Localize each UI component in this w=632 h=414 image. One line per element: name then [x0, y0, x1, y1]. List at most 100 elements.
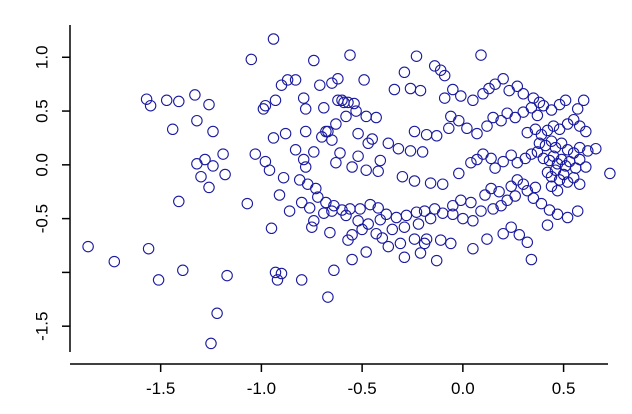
data-point [505, 221, 517, 233]
data-point [521, 236, 534, 249]
y-tick-label: 0.0 [33, 153, 52, 177]
data-point [428, 60, 441, 72]
data-point [108, 255, 121, 268]
data-point [453, 114, 465, 127]
data-point [471, 127, 483, 140]
data-point [487, 203, 499, 215]
data-point [471, 153, 483, 166]
data-point [338, 96, 350, 109]
data-point [481, 120, 493, 132]
data-point [324, 226, 336, 239]
data-point [221, 269, 233, 282]
data-point [342, 234, 354, 246]
data-point [189, 89, 201, 101]
data-point [493, 185, 505, 198]
data-point [277, 171, 290, 184]
data-point [207, 160, 219, 172]
data-point [265, 222, 278, 235]
data-point [299, 125, 312, 138]
x-tick-label: -1.5 [146, 379, 175, 398]
data-point [273, 189, 286, 201]
data-point [573, 178, 586, 190]
data-point [318, 207, 330, 219]
data-point [521, 184, 534, 197]
data-point [308, 54, 320, 67]
data-point [517, 106, 530, 118]
data-point [424, 212, 437, 225]
data-point [430, 254, 443, 267]
data-point [398, 221, 411, 233]
data-point [485, 182, 497, 195]
data-point [531, 146, 544, 158]
data-point [310, 182, 322, 195]
data-point [541, 219, 554, 231]
data-point [455, 194, 467, 207]
data-point [177, 264, 189, 277]
data-point [382, 240, 395, 253]
data-point [467, 215, 479, 227]
data-point [571, 205, 584, 217]
data-point [533, 96, 546, 109]
data-point [545, 170, 558, 183]
data-point [519, 152, 532, 165]
data-point [489, 162, 501, 174]
data-point [267, 132, 280, 144]
data-point [275, 79, 288, 91]
data-point [487, 111, 499, 124]
data-point [567, 113, 580, 126]
data-point [370, 227, 382, 240]
data-point [465, 196, 477, 209]
data-point [436, 207, 449, 219]
data-point [445, 237, 457, 250]
data-point [590, 142, 602, 155]
data-point [356, 223, 368, 236]
data-point [501, 107, 513, 119]
data-point [376, 232, 389, 244]
data-point [217, 148, 229, 160]
data-point [467, 94, 479, 107]
data-point [408, 175, 421, 187]
data-point [571, 103, 584, 115]
data-point [537, 152, 550, 165]
data-point [388, 83, 401, 96]
data-point [457, 212, 469, 225]
data-point [249, 148, 262, 160]
data-point [505, 149, 517, 161]
data-point [555, 137, 568, 150]
data-point [418, 205, 431, 217]
data-point [374, 154, 387, 167]
data-point [461, 122, 473, 135]
y-tick-label: 0.5 [33, 99, 52, 123]
data-point [543, 154, 556, 167]
data-point [477, 88, 489, 100]
data-point [414, 247, 427, 259]
data-point [545, 180, 558, 193]
data-point [580, 125, 592, 138]
data-point [322, 125, 334, 138]
data-point [346, 253, 358, 266]
data-point [467, 242, 479, 255]
data-point [525, 253, 538, 266]
data-point [535, 197, 548, 210]
data-point [318, 102, 330, 114]
data-point [475, 49, 487, 61]
data-point [531, 109, 544, 122]
data-point [142, 242, 155, 255]
data-point [424, 177, 437, 189]
data-point [308, 146, 320, 158]
data-point [152, 274, 165, 286]
data-point [360, 246, 372, 258]
data-point [533, 137, 546, 150]
data-point [173, 195, 185, 208]
data-point [398, 66, 411, 79]
data-point [527, 92, 540, 104]
data-point [525, 148, 538, 160]
data-point [166, 123, 179, 136]
data-point [529, 181, 542, 194]
data-point [328, 264, 340, 277]
data-point [326, 205, 338, 217]
data-point [211, 307, 223, 320]
data-point [320, 196, 332, 209]
data-point [503, 84, 515, 97]
